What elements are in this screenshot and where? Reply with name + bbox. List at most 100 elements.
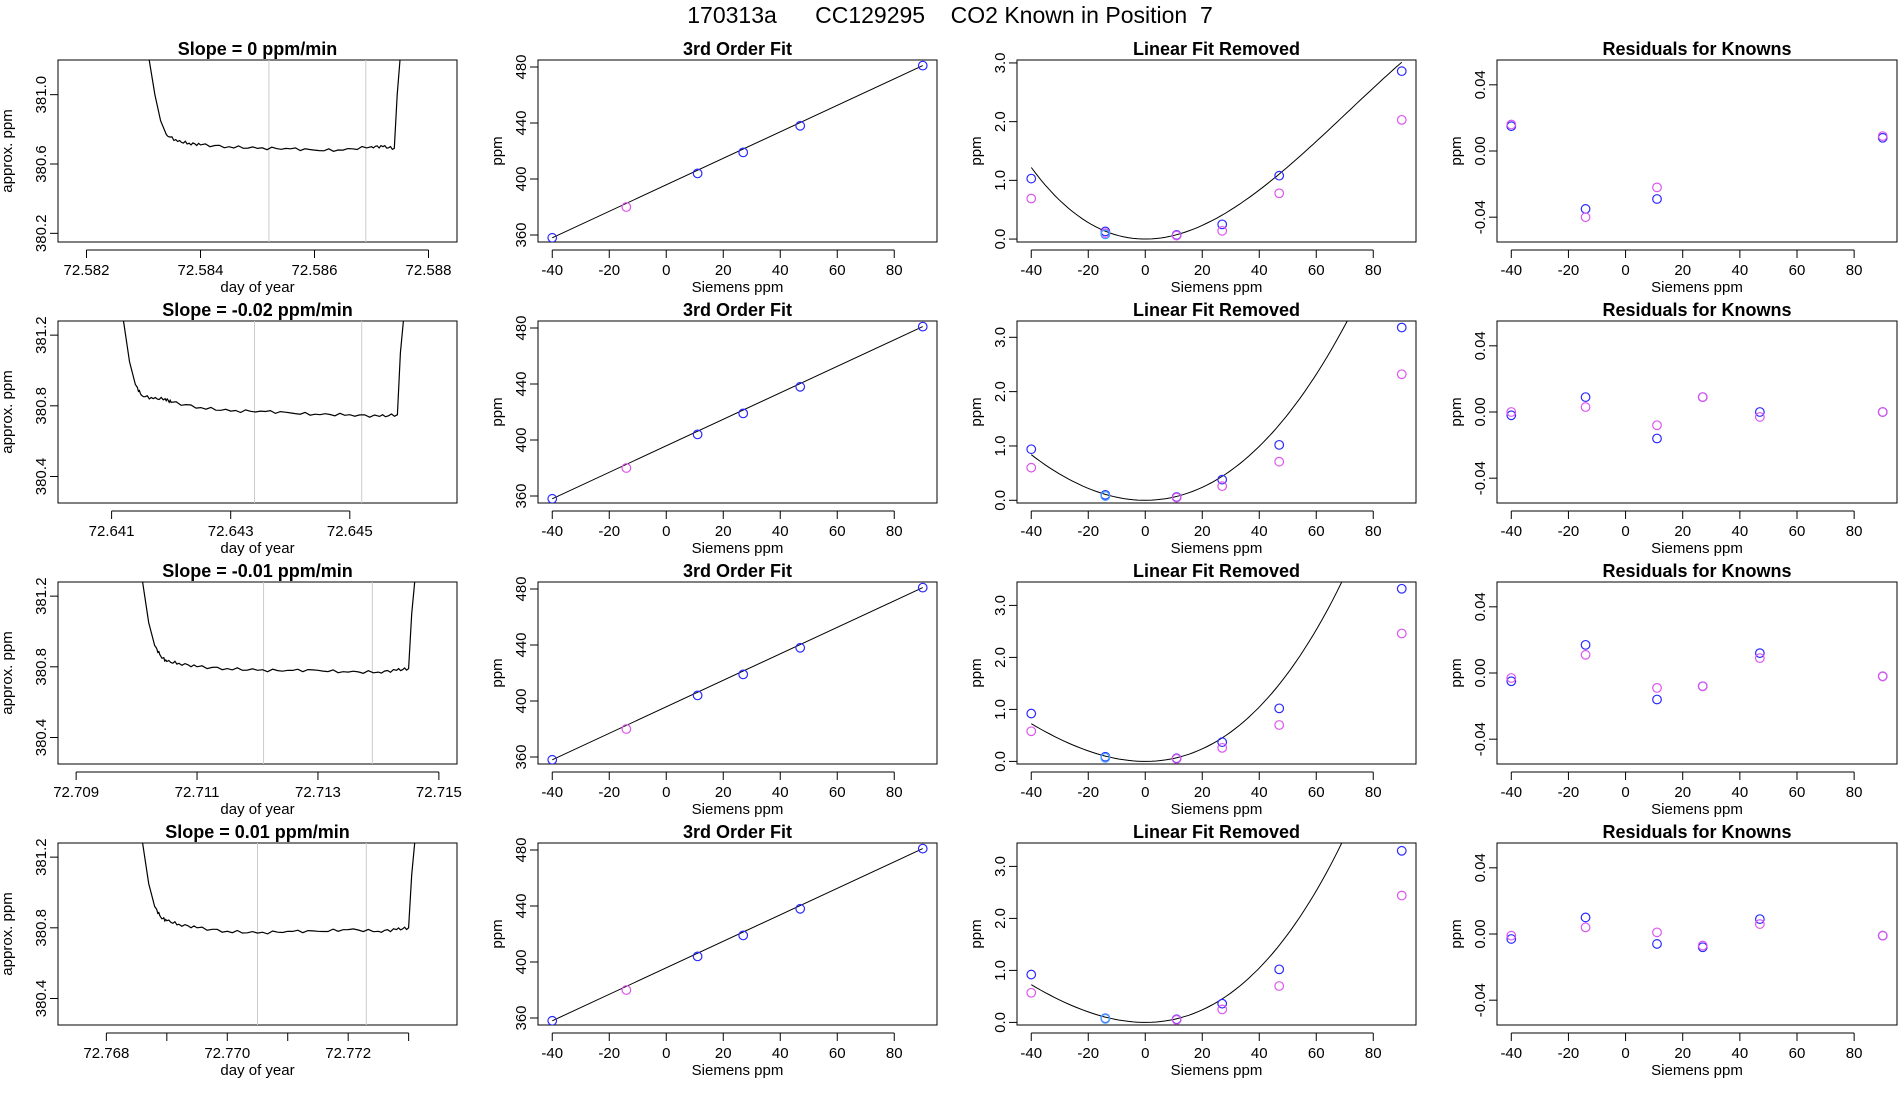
x-axis-label: Siemens ppm: [1171, 1062, 1263, 1079]
x-tick-label: 60: [1308, 1045, 1325, 1062]
plot-area: [1506, 119, 1888, 223]
y-axis-label: approx. ppm: [0, 370, 16, 453]
x-tick-label: 72.582: [64, 262, 110, 279]
x-tick-label: 72.770: [204, 1045, 250, 1062]
y-tick-label: 440: [513, 632, 530, 657]
fit-curve: [1030, 61, 1403, 240]
data-point: [1274, 703, 1285, 714]
x-tick-label: 60: [829, 784, 846, 801]
x-tick-label: 0: [1141, 523, 1149, 540]
x-axis-label: day of year: [220, 801, 294, 818]
data-point: [1026, 173, 1037, 184]
fit-line: [552, 848, 923, 1022]
series-line: [142, 843, 416, 935]
y-tick-label: 3.0: [992, 856, 1009, 877]
y-axis-label: ppm: [489, 919, 506, 948]
data-point: [1580, 912, 1591, 923]
data-point: [1506, 673, 1517, 683]
x-tick-label: 0: [1141, 1045, 1149, 1062]
x-tick-label: 40: [772, 523, 789, 540]
data-point: [1877, 407, 1888, 417]
x-tick-label: 20: [1194, 1045, 1211, 1062]
y-axis-label: ppm: [489, 658, 506, 687]
x-tick-label: -40: [1020, 784, 1042, 801]
data-point: [1652, 682, 1662, 693]
data-point: [1652, 939, 1662, 949]
y-tick-label: 3.0: [992, 595, 1009, 616]
data-point: [692, 951, 703, 962]
x-tick-label: 40: [1732, 1045, 1749, 1062]
data-point: [1652, 927, 1662, 938]
fit-curve: [1031, 582, 1343, 762]
data-point: [1396, 114, 1407, 125]
x-tick-label: 60: [1308, 784, 1325, 801]
data-point: [1217, 225, 1228, 236]
x-tick-label: 80: [1365, 784, 1382, 801]
data-point: [1217, 998, 1228, 1009]
x-tick-label: 40: [1251, 1045, 1268, 1062]
data-point: [1274, 170, 1285, 181]
x-tick-label: 60: [1308, 262, 1325, 279]
y-tick-label: -0.04: [1472, 200, 1489, 234]
x-tick-label: 40: [1251, 523, 1268, 540]
x-tick-label: -20: [1077, 523, 1099, 540]
data-point: [1217, 742, 1228, 753]
x-axis-label: Siemens ppm: [1651, 1062, 1743, 1079]
x-axis-label: Siemens ppm: [692, 540, 784, 557]
x-axis-label: Siemens ppm: [692, 801, 784, 818]
y-tick-label: 0.00: [1472, 397, 1489, 426]
x-tick-label: -20: [1558, 1045, 1580, 1062]
x-tick-label: 80: [886, 784, 903, 801]
data-point: [1697, 681, 1708, 692]
data-point: [1217, 1004, 1228, 1015]
y-tick-label: 0.00: [1472, 658, 1489, 687]
data-point: [738, 930, 749, 941]
y-tick-label: 380.6: [33, 145, 50, 183]
data-point: [1274, 981, 1285, 991]
data-point: [692, 168, 703, 179]
data-point: [1506, 410, 1517, 421]
plot-area: [547, 843, 928, 1025]
series-line: [122, 321, 404, 418]
x-tick-label: 20: [1674, 784, 1691, 801]
x-tick-label: -40: [1020, 1045, 1042, 1062]
x-tick-label: 0: [1621, 784, 1629, 801]
x-axis-label: day of year: [220, 279, 294, 296]
y-tick-label: 381.2: [33, 577, 50, 615]
y-tick-label: 0.00: [1472, 919, 1489, 948]
plot-frame: [1496, 59, 1898, 243]
chart-panel: Linear Fit Removed -40 -20 0 20 40 60 80 Siemens…: [968, 561, 1417, 818]
y-tick-label: 1.0: [992, 436, 1009, 457]
data-point: [1274, 188, 1285, 199]
plot-frame: [57, 320, 458, 504]
x-tick-label: 40: [1732, 262, 1749, 279]
y-tick-label: -0.04: [1472, 983, 1489, 1017]
y-tick-label: 380.4: [33, 719, 50, 757]
x-axis-label: Siemens ppm: [1171, 540, 1263, 557]
data-point: [917, 582, 928, 593]
x-tick-label: 60: [1308, 523, 1325, 540]
chart-title: Residuals for Knowns: [1602, 300, 1791, 320]
x-tick-label: 72.711: [175, 784, 220, 801]
y-axis-label: approx. ppm: [0, 892, 16, 975]
chart-title: Slope = 0 ppm/min: [178, 39, 338, 59]
y-tick-label: 2.0: [992, 381, 1009, 402]
y-tick-label: 480: [513, 54, 530, 79]
y-axis-label: ppm: [1448, 136, 1465, 165]
x-axis-label: Siemens ppm: [692, 1062, 784, 1079]
x-tick-label: 60: [1789, 784, 1806, 801]
plot-area: [148, 60, 401, 242]
x-tick-label: 20: [1194, 784, 1211, 801]
x-tick-label: 20: [1674, 523, 1691, 540]
x-tick-label: 20: [715, 523, 732, 540]
x-tick-label: 80: [1365, 523, 1382, 540]
x-tick-label: 0: [662, 784, 670, 801]
data-point: [795, 903, 806, 914]
data-point: [1217, 737, 1228, 748]
data-point: [1506, 930, 1517, 941]
y-tick-label: 3.0: [992, 53, 1009, 74]
data-point: [1026, 969, 1037, 980]
plot-frame: [1016, 842, 1417, 1026]
y-tick-label: 440: [513, 110, 530, 135]
y-tick-label: 0.04: [1472, 853, 1489, 882]
